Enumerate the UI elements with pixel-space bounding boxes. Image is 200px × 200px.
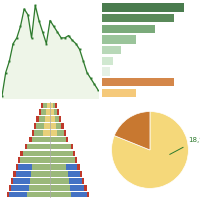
Bar bbox=[57, 109, 59, 115]
Bar bbox=[50, 164, 80, 170]
Bar bbox=[50, 151, 75, 156]
Bar bbox=[30, 178, 50, 184]
Bar bbox=[16, 164, 18, 170]
Bar bbox=[50, 164, 66, 170]
Bar bbox=[43, 130, 50, 136]
Bar bbox=[39, 109, 41, 115]
Bar bbox=[55, 103, 57, 108]
Bar bbox=[50, 171, 82, 177]
Bar bbox=[9, 185, 11, 191]
Bar bbox=[50, 185, 70, 191]
Bar bbox=[32, 164, 50, 170]
Bar bbox=[77, 164, 80, 170]
Bar bbox=[102, 78, 174, 86]
Bar bbox=[102, 89, 136, 97]
Bar bbox=[11, 185, 50, 191]
Bar bbox=[13, 178, 50, 184]
Bar bbox=[50, 130, 57, 136]
Bar bbox=[32, 130, 34, 136]
Bar bbox=[16, 171, 50, 177]
Bar bbox=[41, 109, 50, 115]
Bar bbox=[20, 157, 50, 163]
Bar bbox=[39, 116, 50, 122]
Bar bbox=[50, 192, 89, 197]
Bar bbox=[50, 116, 55, 122]
Bar bbox=[102, 46, 121, 54]
Bar bbox=[23, 151, 50, 156]
Wedge shape bbox=[114, 112, 150, 150]
Bar bbox=[80, 171, 82, 177]
Bar bbox=[29, 137, 32, 142]
Bar bbox=[82, 178, 84, 184]
Bar bbox=[50, 178, 84, 184]
Bar bbox=[50, 103, 53, 108]
Bar bbox=[27, 144, 50, 149]
Bar bbox=[50, 103, 57, 108]
Bar bbox=[41, 103, 43, 108]
Bar bbox=[25, 144, 27, 149]
Bar bbox=[20, 151, 23, 156]
Bar bbox=[102, 3, 184, 12]
Bar bbox=[102, 57, 113, 65]
Bar bbox=[32, 137, 50, 142]
Bar bbox=[75, 157, 77, 163]
Bar bbox=[50, 116, 61, 122]
Bar bbox=[18, 164, 50, 170]
Bar bbox=[11, 178, 13, 184]
Bar bbox=[102, 67, 110, 76]
Bar bbox=[87, 192, 89, 197]
Bar bbox=[34, 123, 36, 129]
Bar bbox=[64, 130, 66, 136]
Bar bbox=[84, 185, 87, 191]
Bar bbox=[102, 25, 155, 33]
Bar bbox=[34, 130, 50, 136]
Bar bbox=[45, 116, 50, 122]
Bar bbox=[36, 116, 39, 122]
Bar bbox=[71, 144, 73, 149]
Bar bbox=[50, 123, 56, 129]
Text: 18,9: 18,9 bbox=[170, 137, 200, 154]
Bar bbox=[73, 151, 75, 156]
Bar bbox=[59, 116, 61, 122]
Bar bbox=[46, 109, 50, 115]
Bar bbox=[50, 185, 87, 191]
Wedge shape bbox=[112, 112, 188, 188]
Bar bbox=[102, 35, 136, 44]
Bar bbox=[50, 123, 64, 129]
Bar bbox=[9, 192, 50, 197]
Bar bbox=[50, 144, 73, 149]
Bar bbox=[31, 171, 50, 177]
Bar bbox=[50, 171, 68, 177]
Bar bbox=[18, 157, 20, 163]
Bar bbox=[27, 192, 50, 197]
Bar bbox=[44, 123, 50, 129]
Bar bbox=[50, 130, 66, 136]
Bar bbox=[36, 123, 50, 129]
Bar bbox=[47, 103, 50, 108]
Bar bbox=[29, 185, 50, 191]
Bar bbox=[13, 171, 16, 177]
Bar bbox=[102, 14, 174, 22]
Bar bbox=[61, 123, 64, 129]
Bar bbox=[50, 109, 59, 115]
Bar bbox=[50, 178, 69, 184]
Bar bbox=[50, 192, 71, 197]
Bar bbox=[50, 157, 77, 163]
Bar bbox=[43, 103, 50, 108]
Bar bbox=[66, 137, 68, 142]
Bar bbox=[50, 137, 68, 142]
Bar bbox=[50, 109, 54, 115]
Bar bbox=[7, 192, 9, 197]
